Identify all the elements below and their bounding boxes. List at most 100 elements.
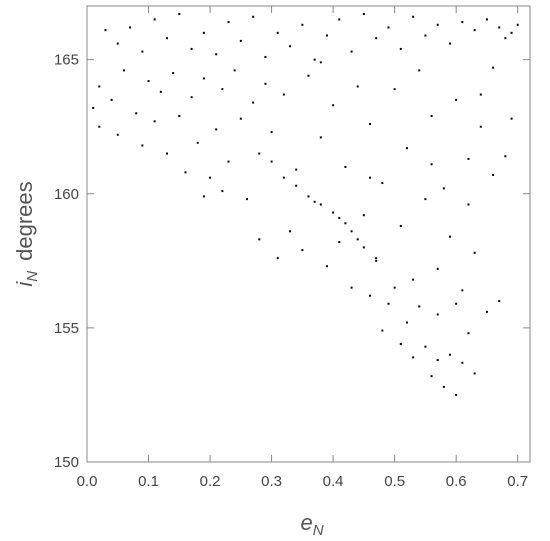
scatter-point — [202, 31, 205, 34]
scatter-point — [239, 39, 242, 42]
scatter-point — [504, 37, 507, 40]
scatter-point — [498, 26, 501, 29]
scatter-point — [449, 42, 452, 45]
scatter-point — [313, 200, 316, 203]
x-tick-label: 0.6 — [446, 473, 467, 490]
scatter-point — [430, 375, 433, 378]
scatter-point — [233, 69, 236, 72]
scatter-point — [461, 289, 464, 292]
scatter-point — [276, 257, 279, 260]
x-label-base: e — [300, 510, 312, 535]
scatter-point — [442, 385, 445, 388]
scatter-point — [369, 176, 372, 179]
scatter-point — [159, 90, 162, 93]
scatter-point — [184, 171, 187, 174]
scatter-point — [276, 31, 279, 34]
scatter-point — [221, 88, 224, 91]
scatter-point — [270, 160, 273, 163]
scatter-point — [418, 305, 421, 308]
x-tick-label: 0.5 — [384, 473, 405, 490]
scatter-point — [196, 141, 199, 144]
scatter-point — [461, 21, 464, 24]
scatter-point — [307, 74, 310, 77]
scatter-point — [424, 345, 427, 348]
scatter-point — [442, 187, 445, 190]
scatter-point — [98, 125, 101, 128]
scatter-point — [313, 58, 316, 61]
scatter-point — [289, 45, 292, 48]
scatter-point — [129, 26, 132, 29]
x-label-subscript: N — [313, 522, 324, 539]
scatter-point — [436, 267, 439, 270]
scatter-point — [430, 114, 433, 117]
scatter-point — [498, 300, 501, 303]
scatter-point — [473, 251, 476, 254]
scatter-point — [455, 393, 458, 396]
scatter-point — [399, 224, 402, 227]
scatter-point — [319, 61, 322, 64]
scatter-point — [350, 50, 353, 53]
scatter-point — [436, 313, 439, 316]
y-axis-label: iNdegrees — [12, 181, 41, 286]
x-tick-label: 0.2 — [200, 473, 221, 490]
scatter-point — [393, 88, 396, 91]
scatter-point — [227, 160, 230, 163]
plot-frame — [86, 5, 531, 463]
scatter-point — [510, 31, 513, 34]
scatter-point — [473, 372, 476, 375]
scatter-point — [332, 211, 335, 214]
x-tick-label: 0.7 — [507, 473, 528, 490]
scatter-point — [98, 85, 101, 88]
scatter-point — [141, 50, 144, 53]
scatter-point — [295, 168, 298, 171]
scatter-point — [104, 29, 107, 32]
scatter-point — [165, 37, 168, 40]
scatter-point — [92, 106, 95, 109]
scatter-point — [289, 230, 292, 233]
scatter-point — [116, 42, 119, 45]
scatter-point — [510, 117, 513, 120]
y-tick-label: 150 — [54, 454, 79, 471]
scatter-point — [116, 133, 119, 136]
scatter-point — [301, 249, 304, 252]
scatter-point — [418, 69, 421, 72]
y-tick-label: 160 — [54, 186, 79, 203]
scatter-point — [165, 152, 168, 155]
scatter-point — [295, 184, 298, 187]
y-label-base: i — [12, 281, 37, 287]
scatter-point — [436, 359, 439, 362]
scatter-point — [282, 176, 285, 179]
scatter-point — [110, 98, 113, 101]
scatter-point — [209, 176, 212, 179]
scatter-point — [356, 85, 359, 88]
scatter-point — [362, 246, 365, 249]
x-tick-label: 0.1 — [138, 473, 159, 490]
scatter-point — [239, 117, 242, 120]
scatter-point — [399, 342, 402, 345]
scatter-point — [424, 198, 427, 201]
scatter-point — [350, 230, 353, 233]
scatter-point — [190, 96, 193, 99]
scatter-point — [430, 163, 433, 166]
scatter-point — [375, 257, 378, 260]
scatter-point — [356, 238, 359, 241]
scatter-point — [479, 125, 482, 128]
y-label-subscript: N — [24, 271, 41, 282]
scatter-point — [405, 147, 408, 150]
scatter-point — [258, 238, 261, 241]
scatter-point — [375, 259, 378, 262]
scatter-point — [492, 66, 495, 69]
scatter-point — [264, 55, 267, 58]
scatter-point — [221, 190, 224, 193]
scatter-point — [178, 114, 181, 117]
scatter-point — [215, 128, 218, 131]
scatter-point — [258, 152, 261, 155]
scatter-point — [369, 123, 372, 126]
scatter-point — [362, 214, 365, 217]
scatter-point — [325, 265, 328, 268]
scatter-point — [399, 47, 402, 50]
y-tick-label: 165 — [54, 52, 79, 69]
scatter-point — [153, 18, 156, 21]
scatter-point — [338, 241, 341, 244]
